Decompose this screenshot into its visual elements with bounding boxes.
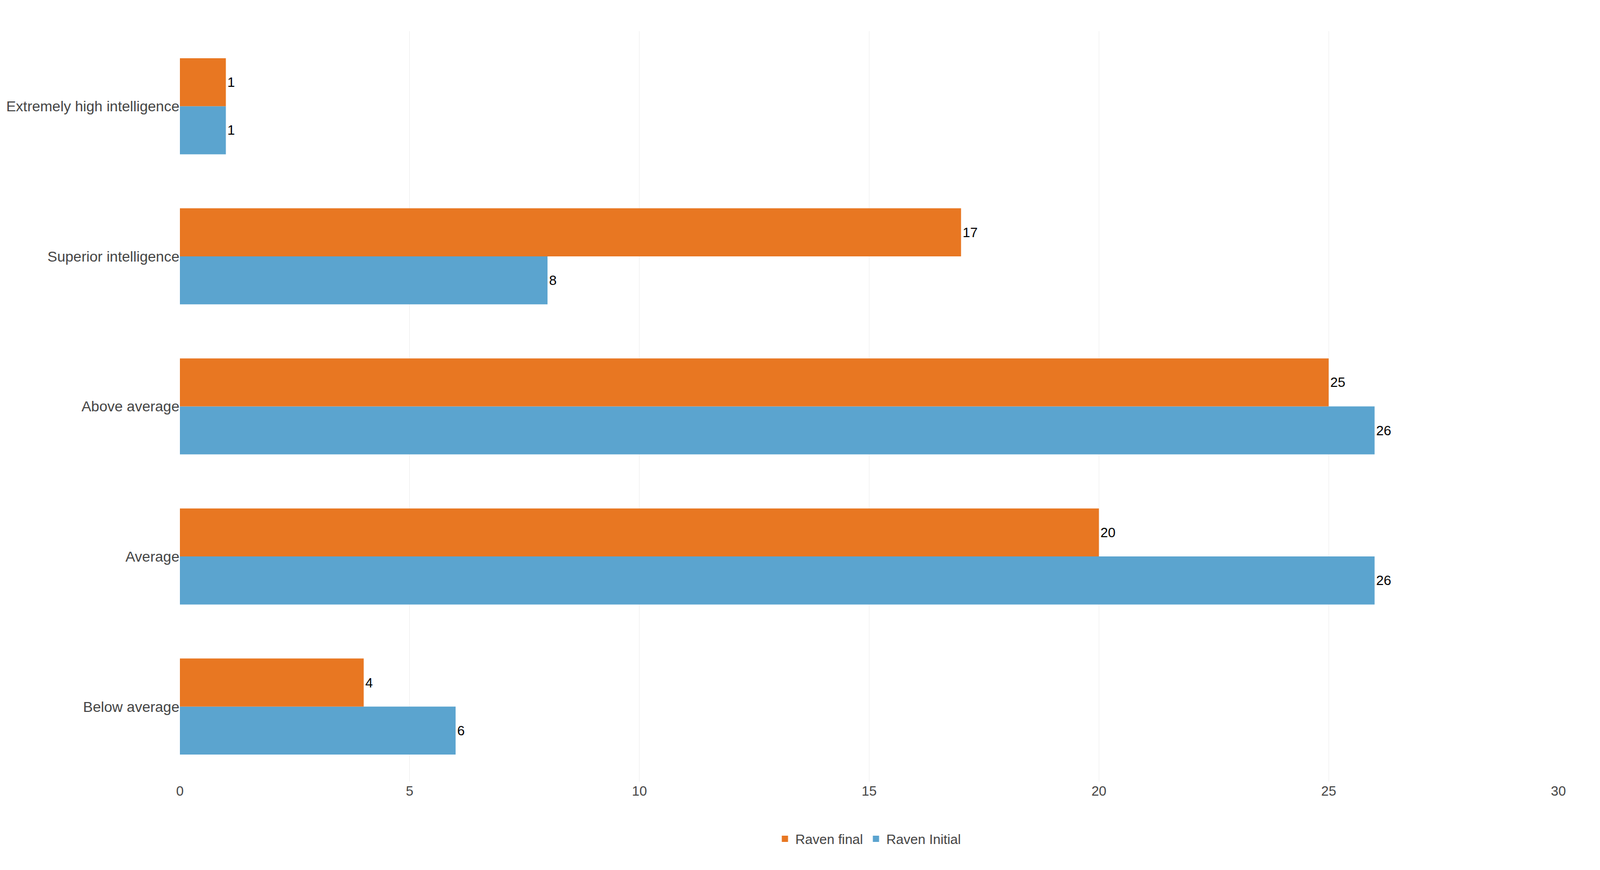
- svg-text:26: 26: [1376, 572, 1392, 589]
- svg-text:30: 30: [1551, 783, 1567, 799]
- svg-text:25: 25: [1321, 783, 1337, 799]
- svg-text:5: 5: [406, 783, 414, 799]
- svg-text:17: 17: [962, 224, 978, 241]
- svg-text:0: 0: [176, 783, 184, 799]
- svg-text:Below average: Below average: [83, 698, 180, 715]
- svg-text:10: 10: [631, 783, 647, 799]
- svg-text:Above average: Above average: [81, 398, 180, 415]
- svg-text:Raven final: Raven final: [795, 831, 864, 848]
- svg-text:4: 4: [365, 674, 373, 691]
- svg-text:20: 20: [1100, 524, 1116, 541]
- svg-text:26: 26: [1376, 422, 1392, 439]
- svg-text:25: 25: [1330, 374, 1346, 390]
- svg-text:1: 1: [227, 122, 235, 138]
- svg-text:15: 15: [861, 783, 877, 799]
- svg-text:Extremely high intelligence: Extremely high intelligence: [6, 98, 180, 115]
- svg-text:8: 8: [549, 272, 557, 289]
- svg-text:6: 6: [457, 722, 465, 739]
- svg-text:20: 20: [1091, 783, 1107, 799]
- svg-text:Raven Initial: Raven Initial: [886, 831, 961, 848]
- svg-text:Superior intelligence: Superior intelligence: [47, 248, 180, 265]
- svg-text:Average: Average: [125, 548, 180, 565]
- svg-text:1: 1: [227, 74, 235, 90]
